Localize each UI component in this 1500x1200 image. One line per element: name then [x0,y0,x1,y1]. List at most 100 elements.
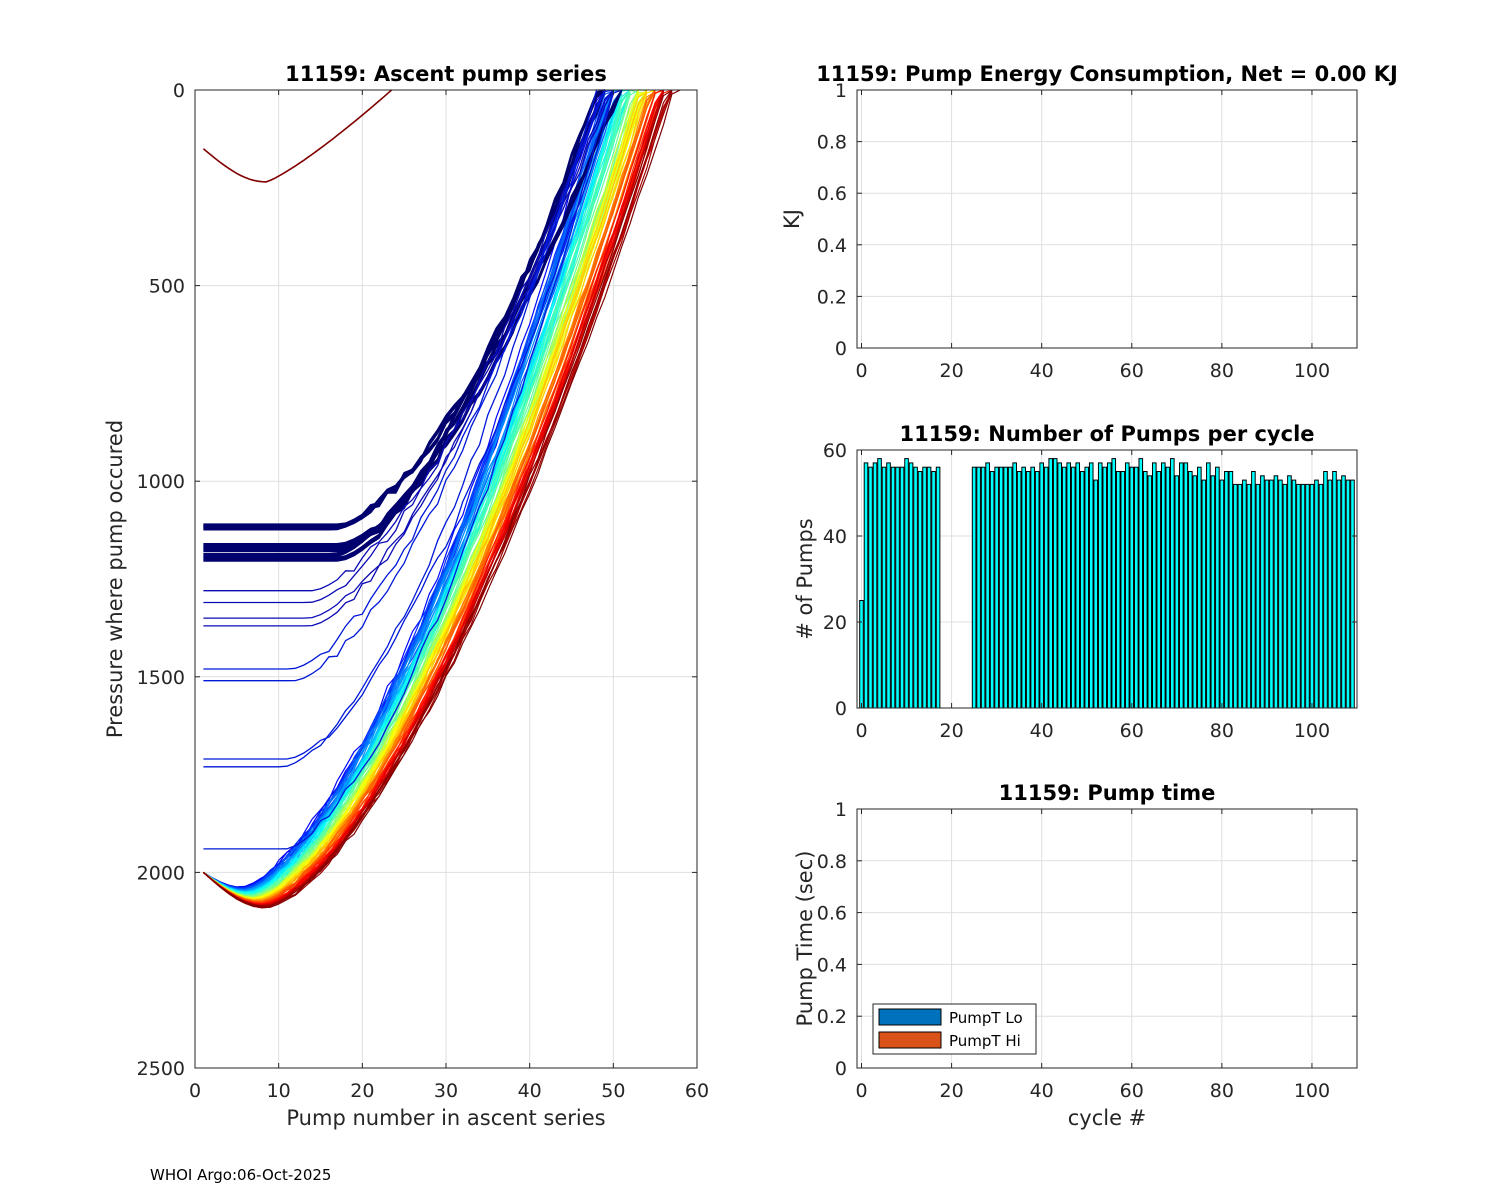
pump-count-bar [1224,471,1229,709]
pump-count-bar [1350,479,1355,709]
series-line [203,90,673,907]
x-tick-label: 100 [1294,1080,1330,1102]
x-tick-label: 40 [1030,720,1054,742]
pump-count-bar [935,466,941,709]
pump-count-bar [1305,483,1310,709]
pump-count-bar [1025,471,1031,709]
y-tick-label: 0 [173,80,185,102]
y-tick-label: 0.2 [817,286,847,308]
pump-count-bar [1034,471,1040,709]
x-tick-label: 0 [855,720,867,742]
pump-count-bar [890,466,896,709]
pump-count-bar [985,462,990,709]
y-tick-label: 0.8 [817,851,847,873]
y-tick-label: 1500 [137,667,185,689]
y-tick-label: 60 [823,440,847,462]
pump-count-bar [998,466,1004,709]
y-tick-label: 0.6 [817,183,847,205]
axes-frame [856,89,1358,349]
x-tick-label: 50 [601,1080,625,1102]
pump-count-bar [1088,462,1094,709]
y-tick-label: 0.4 [817,235,847,257]
pump-count-bar [1318,483,1324,709]
pump-count-bar [1228,471,1234,709]
pump-count-bar [1124,462,1130,709]
pump-count-bar [1106,462,1112,709]
pump-count-bar [1278,479,1283,709]
series-lines [202,89,681,909]
y-tick-label: 0 [835,338,847,360]
y-tick-label: 0 [835,698,847,720]
x-axis-label: cycle # [1068,1106,1147,1130]
pump-count-bar [1043,466,1049,709]
pump-count-bar [1070,466,1076,709]
pump-count-bar [1215,466,1220,709]
pump-count-bar [1287,475,1292,709]
y-tick-label: 0.4 [817,954,847,976]
series-line [203,89,681,909]
pump-count-bar [1336,479,1342,709]
pump-count-bar [899,466,905,709]
pump-count-bar [895,466,900,709]
pump-count-bar [1237,483,1243,709]
chart-title: 11159: Pump Energy Consumption, Net = 0.… [816,62,1398,86]
pump-count-bar [1138,458,1144,709]
pump-count-bar [1048,458,1053,709]
pump-count-bar [926,466,932,709]
x-tick-label: 40 [1030,360,1054,382]
axes-pumptime: 0 20 40 60 80 100 0 0.2 0.4 0.6 0.8 1 11159: Pump ti… [793,781,1358,1130]
chart-title: 11159: Ascent pump series [285,62,607,86]
pump-count-bar [859,600,864,709]
pump-count-bar [872,462,878,709]
pump-count-bar [1341,475,1346,709]
y-tick-label: 1 [835,80,847,102]
y-tick-label: 0.6 [817,903,847,925]
y-tick-label: 0 [835,1058,847,1080]
chart-title: 11159: Number of Pumps per cycle [899,422,1314,446]
pump-count-bar [931,471,936,709]
series-line [203,89,606,604]
x-tick-label: 100 [1294,720,1330,742]
axes-frame [856,449,1358,709]
pump-count-bar [1057,462,1063,709]
pump-count-bar [1255,483,1261,709]
x-tick-label: 60 [685,1080,709,1102]
pump-count-bar [1039,462,1044,709]
pump-count-bar [1269,479,1274,709]
pump-count-bar [1314,479,1319,709]
pump-count-bar [1273,475,1279,709]
pump-count-bar [1012,462,1017,709]
legend-label: PumpT Lo [949,1009,1023,1027]
pump-count-bar [1332,471,1337,709]
pump-count-bar [1242,479,1247,709]
pump-count-bar [1246,483,1252,709]
x-tick-label: 10 [267,1080,291,1102]
pump-count-bar [1120,471,1126,709]
footer-stamp: WHOI Argo:06-Oct-2025 [150,1166,332,1184]
pump-count-bar [1016,471,1022,709]
pump-count-bar [971,466,977,709]
pump-count-bar [1079,471,1085,709]
series-line [203,89,605,768]
pump-count-bar [1115,471,1121,709]
pump-count-bar [1084,466,1090,709]
x-tick-label: 0 [189,1080,201,1102]
pump-count-bar [1296,483,1301,709]
pump-count-bar [1291,479,1297,709]
pump-count-bar [1210,475,1216,709]
pump-count-bar [1075,462,1081,709]
pump-count-bar [881,466,887,709]
legend-label: PumpT Hi [949,1032,1021,1050]
series-line [203,89,648,901]
pump-count-bar [994,466,999,709]
pump-count-bar [913,466,918,709]
pump-count-bar [1174,475,1180,709]
pump-count-bar [1102,466,1108,709]
pump-count-bar [1161,462,1166,709]
pump-count-bar [1152,462,1157,709]
series-line [203,89,639,896]
pump-count-bar [1030,466,1035,709]
x-tick-label: 80 [1210,360,1234,382]
pump-count-bar [1066,462,1072,709]
